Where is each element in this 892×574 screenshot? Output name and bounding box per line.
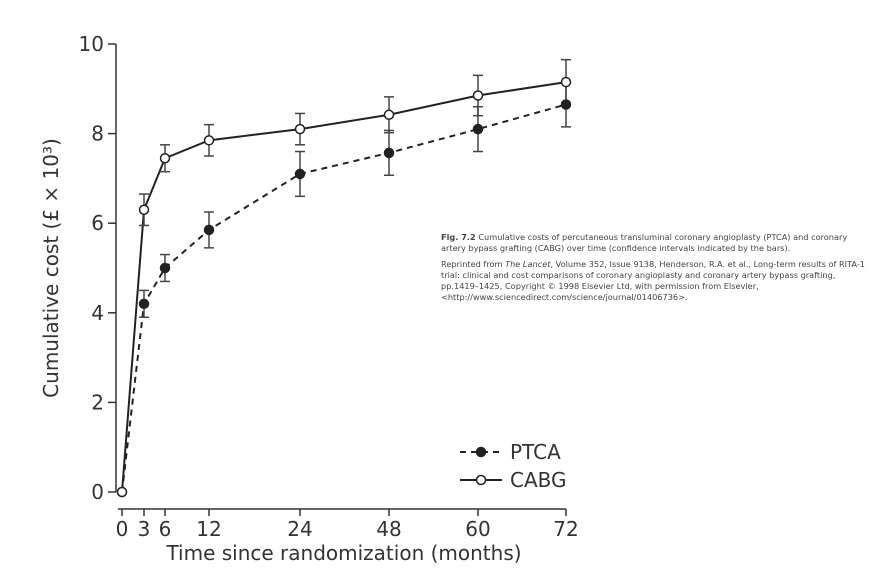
x-tick-label: 24 (287, 517, 312, 541)
credit: Reprinted from The Lancet, Volume 352, I… (441, 259, 869, 303)
y-tick-label: 4 (91, 301, 104, 325)
x-tick-label: 60 (465, 517, 490, 541)
point (203, 224, 215, 236)
point (472, 90, 484, 101)
point (383, 109, 395, 121)
x-tick-label: 3 (138, 517, 151, 541)
point (294, 168, 306, 180)
point (138, 204, 150, 216)
y-tick-label: 10 (79, 32, 104, 56)
point (159, 262, 171, 274)
y-axis-label: Cumulative cost (£ × 10³) (39, 138, 63, 398)
point (472, 123, 484, 135)
y-tick-label: 0 (91, 480, 104, 504)
caption-text: Cumulative costs of percutaneous translu… (441, 232, 848, 253)
credit-text: , Volume 352, Issue 9138, Henderson, R.A… (441, 259, 866, 302)
legend-marker (475, 446, 487, 458)
y-tick-label: 6 (91, 211, 104, 235)
y-tick-label: 8 (91, 122, 104, 146)
point (560, 99, 572, 110)
credit-journal: The Lancet (505, 259, 551, 269)
x-axis-label: Time since randomization (months) (165, 541, 521, 565)
point (383, 147, 395, 159)
point (159, 152, 171, 164)
point (560, 76, 572, 88)
x-tick-label: 6 (159, 517, 172, 541)
point (138, 298, 150, 310)
x-tick-label: 48 (376, 517, 401, 541)
legend-label: PTCA (510, 440, 561, 464)
point (116, 486, 128, 498)
x-tick-label: 72 (553, 517, 578, 541)
y-tick-label: 2 (91, 390, 104, 414)
point (294, 123, 306, 135)
series-line (121, 103, 567, 493)
caption-block: Fig. 7.2 Cumulative costs of percutaneou… (441, 232, 869, 308)
x-tick-label: 12 (196, 517, 221, 541)
caption-label: Fig. 7.2 (441, 232, 476, 242)
legend-marker (475, 474, 487, 486)
caption: Fig. 7.2 Cumulative costs of percutaneou… (441, 232, 869, 254)
point (203, 135, 215, 146)
legend-label: CABG (510, 468, 567, 492)
x-tick-label: 0 (116, 517, 129, 541)
credit-text: Reprinted from (441, 259, 506, 269)
series-line (121, 81, 567, 493)
